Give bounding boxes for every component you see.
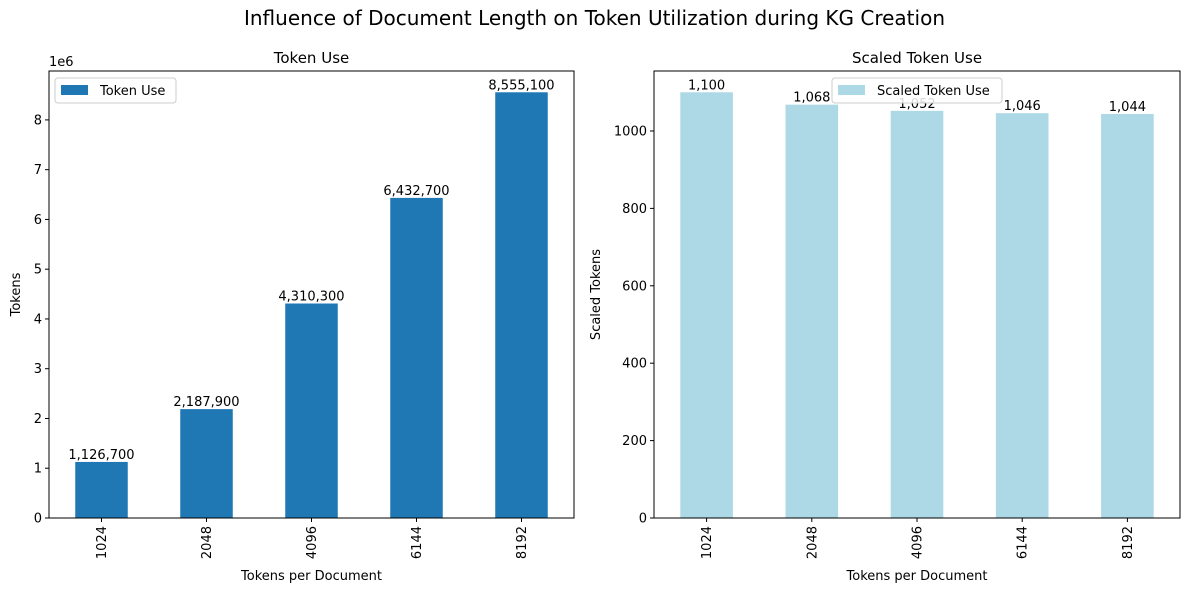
panel1-ytick-label: 6 — [34, 213, 42, 228]
panel1-ytick-label: 2 — [34, 412, 42, 427]
panel2-bar-label-2048: 1,068 — [793, 91, 830, 106]
panel1-bar-label-4096: 4,310,300 — [278, 290, 344, 305]
panel1-xtick-label: 8192 — [515, 526, 530, 559]
panel2-xtick-label: 2048 — [805, 526, 820, 559]
panel1-bar-label-1024: 1,126,700 — [68, 448, 134, 463]
panel1-xtick-label: 4096 — [305, 526, 320, 559]
panel2-bar-6144 — [995, 113, 1049, 518]
panel1-xtick-label: 2048 — [200, 526, 215, 559]
panel2-ytick-label: 600 — [622, 279, 647, 294]
panel1-ytick-label: 4 — [34, 312, 42, 327]
panel2-bar-1024 — [680, 92, 733, 519]
panel2-legend-box — [831, 77, 1003, 104]
panel2-ylabel: Scaled Tokens — [589, 249, 604, 340]
panel1-legend-box — [54, 77, 177, 104]
panel1-ylabel: Tokens — [9, 272, 24, 317]
panel1-ytick-label: 8 — [34, 113, 42, 128]
panel2-bar-4096 — [890, 110, 944, 518]
figure-title: Influence of Document Length on Token Ut… — [243, 6, 945, 30]
panel2-ytick-label: 0 — [639, 512, 647, 527]
panel1-legend-label: Token Use — [99, 84, 165, 99]
panel1-xtick-label: 1024 — [95, 526, 110, 559]
panel2-ytick-label: 400 — [622, 357, 647, 372]
panel2-xtick-label: 6144 — [1016, 526, 1031, 559]
panel2-title: Scaled Token Use — [852, 49, 982, 67]
panel1-ytick-label: 1 — [34, 462, 42, 477]
panel1-bar-4096 — [285, 303, 338, 518]
panel1-xlabel: Tokens per Document — [240, 569, 382, 584]
panel2-bar-2048 — [785, 104, 839, 518]
panel2-xtick-label: 4096 — [911, 526, 926, 559]
panel1-ytick-label: 7 — [34, 163, 42, 178]
panel2-xtick-label: 8192 — [1121, 526, 1136, 559]
panel1-ytick-label: 0 — [34, 512, 42, 527]
panel1-title: Token Use — [273, 49, 349, 67]
panel1-bar-label-2048: 2,187,900 — [173, 395, 239, 410]
panel2-bar-label-1024: 1,100 — [688, 78, 725, 93]
panel2-legend-label: Scaled Token Use — [877, 84, 990, 99]
panel1-bar-8192 — [495, 92, 548, 519]
panel2-ytick-label: 200 — [622, 434, 647, 449]
panel1-bar-1024 — [75, 461, 128, 518]
panel1-bar-label-6144: 6,432,700 — [383, 184, 449, 199]
panel1-bar-6144 — [390, 197, 443, 518]
panel1-legend-swatch — [61, 85, 88, 95]
panel2-bar-label-6144: 1,046 — [1004, 99, 1041, 114]
panel2-ytick-label: 800 — [622, 202, 647, 217]
panel1-bar-label-8192: 8,555,100 — [488, 78, 554, 93]
panel1-xtick-label: 6144 — [410, 526, 425, 559]
panel1-offset-text: 1e6 — [49, 55, 74, 70]
panel1-ytick-label: 3 — [34, 362, 42, 377]
panel1-bar-2048 — [180, 409, 233, 518]
panel2-legend-swatch — [838, 85, 865, 95]
panel1-ytick-label: 5 — [34, 263, 42, 278]
panel2-ytick-label: 1000 — [614, 124, 647, 139]
panel2-xtick-label: 1024 — [700, 526, 715, 559]
panel2-xlabel: Tokens per Document — [846, 569, 988, 584]
panel2-bar-label-8192: 1,044 — [1109, 100, 1146, 115]
panel2-bar-8192 — [1101, 113, 1154, 519]
